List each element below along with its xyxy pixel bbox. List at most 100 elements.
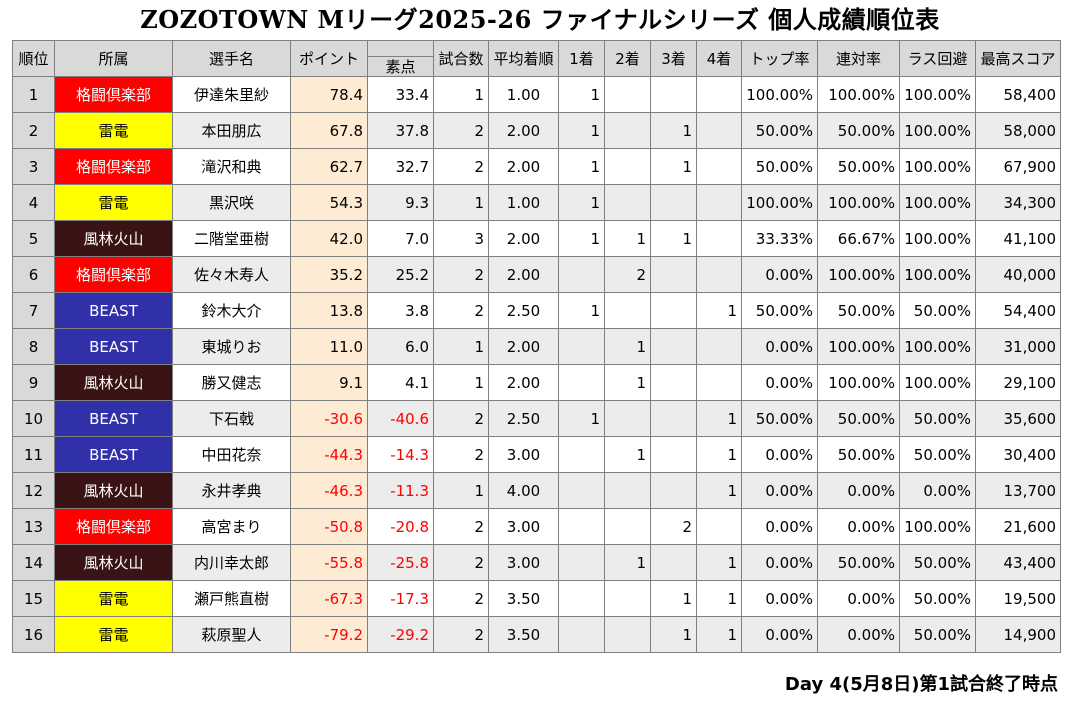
cell-last-avoid: 100.00% xyxy=(899,328,976,365)
cell-last-avoid: 0.00% xyxy=(899,472,976,509)
cell-games: 2 xyxy=(433,292,489,329)
header-top-rate: トップ率 xyxy=(741,40,818,77)
cell-points: 54.3 xyxy=(290,184,368,221)
cell-games: 2 xyxy=(433,508,489,545)
cell-third xyxy=(650,328,697,365)
cell-points: 62.7 xyxy=(290,148,368,185)
cell-high: 67,900 xyxy=(975,148,1061,185)
cell-high: 54,400 xyxy=(975,292,1061,329)
cell-points: 35.2 xyxy=(290,256,368,293)
cell-top-rate: 0.00% xyxy=(741,544,818,581)
cell-third xyxy=(650,472,697,509)
cell-rank: 7 xyxy=(12,292,55,329)
timestamp-note: Day 4(5月8日)第1試合終了時点 xyxy=(784,674,1058,695)
cell-rank: 16 xyxy=(12,616,55,653)
cell-rank: 9 xyxy=(12,364,55,401)
cell-player: 本田朋広 xyxy=(172,112,291,149)
table-row: 8 BEAST 東城りお 11.0 6.0 1 2.00 1 0.00% 100.00% 100.0… xyxy=(12,328,1061,365)
header-rank: 順位 xyxy=(12,40,55,77)
cell-last-avoid: 50.00% xyxy=(899,580,976,617)
cell-avg: 3.00 xyxy=(488,544,559,581)
header-games: 試合数 xyxy=(433,40,489,77)
cell-player: 高宮まり xyxy=(172,508,291,545)
cell-fourth xyxy=(696,112,742,149)
cell-games: 2 xyxy=(433,580,489,617)
cell-fourth xyxy=(696,364,742,401)
cell-rentai: 50.00% xyxy=(817,112,900,149)
cell-first: 1 xyxy=(558,184,605,221)
cell-last-avoid: 100.00% xyxy=(899,508,976,545)
cell-third: 1 xyxy=(650,220,697,257)
cell-rentai: 0.00% xyxy=(817,508,900,545)
cell-rentai: 100.00% xyxy=(817,76,900,113)
cell-raw: 37.8 xyxy=(367,112,434,149)
cell-avg: 3.00 xyxy=(488,508,559,545)
cell-top-rate: 100.00% xyxy=(741,184,818,221)
cell-team: BEAST xyxy=(54,436,173,473)
cell-rank: 1 xyxy=(12,76,55,113)
cell-player: 鈴木大介 xyxy=(172,292,291,329)
table-row: 2 雷電 本田朋広 67.8 37.8 2 2.00 1 1 50.00% 50.00% 100.00… xyxy=(12,112,1061,149)
cell-raw: -40.6 xyxy=(367,400,434,437)
cell-points: -50.8 xyxy=(290,508,368,545)
cell-points: -67.3 xyxy=(290,580,368,617)
table-row: 13 格闘倶楽部 高宮まり -50.8 -20.8 2 3.00 2 0.00% 0.00% 100… xyxy=(12,508,1061,545)
cell-high: 58,400 xyxy=(975,76,1061,113)
cell-avg: 3.00 xyxy=(488,436,559,473)
cell-last-avoid: 50.00% xyxy=(899,400,976,437)
table-row: 16 雷電 萩原聖人 -79.2 -29.2 2 3.50 1 1 0.00% 0.00% 50.00… xyxy=(12,616,1061,653)
table-row: 1 格闘倶楽部 伊達朱里紗 78.4 33.4 1 1.00 1 100.00% 100.00% 1… xyxy=(12,76,1061,113)
cell-second xyxy=(604,184,651,221)
cell-player: 佐々木寿人 xyxy=(172,256,291,293)
cell-rank: 15 xyxy=(12,580,55,617)
cell-team: 風林火山 xyxy=(54,472,173,509)
cell-player: 中田花奈 xyxy=(172,436,291,473)
cell-last-avoid: 50.00% xyxy=(899,544,976,581)
cell-points: -55.8 xyxy=(290,544,368,581)
header-high: 最高スコア xyxy=(975,40,1061,77)
cell-second: 1 xyxy=(604,328,651,365)
header-fourth: 4着 xyxy=(696,40,742,77)
cell-second xyxy=(604,508,651,545)
cell-first: 1 xyxy=(558,400,605,437)
cell-player: 内川幸太郎 xyxy=(172,544,291,581)
cell-points: 67.8 xyxy=(290,112,368,149)
cell-games: 1 xyxy=(433,76,489,113)
cell-avg: 2.00 xyxy=(488,328,559,365)
cell-fourth xyxy=(696,184,742,221)
cell-rank: 12 xyxy=(12,472,55,509)
cell-fourth xyxy=(696,76,742,113)
cell-third: 1 xyxy=(650,112,697,149)
cell-top-rate: 0.00% xyxy=(741,436,818,473)
cell-last-avoid: 50.00% xyxy=(899,616,976,653)
cell-first xyxy=(558,580,605,617)
cell-high: 31,000 xyxy=(975,328,1061,365)
cell-high: 58,000 xyxy=(975,112,1061,149)
cell-last-avoid: 50.00% xyxy=(899,436,976,473)
cell-third xyxy=(650,76,697,113)
cell-rank: 13 xyxy=(12,508,55,545)
cell-fourth: 1 xyxy=(696,400,742,437)
cell-avg: 3.50 xyxy=(488,580,559,617)
cell-first: 1 xyxy=(558,148,605,185)
cell-points: -79.2 xyxy=(290,616,368,653)
cell-team: 風林火山 xyxy=(54,544,173,581)
cell-rank: 8 xyxy=(12,328,55,365)
cell-high: 43,400 xyxy=(975,544,1061,581)
cell-player: 東城りお xyxy=(172,328,291,365)
cell-top-rate: 0.00% xyxy=(741,328,818,365)
cell-rank: 6 xyxy=(12,256,55,293)
cell-first xyxy=(558,616,605,653)
cell-player: 滝沢和典 xyxy=(172,148,291,185)
cell-fourth: 1 xyxy=(696,436,742,473)
cell-games: 2 xyxy=(433,616,489,653)
cell-high: 14,900 xyxy=(975,616,1061,653)
cell-second xyxy=(604,292,651,329)
header-second: 2着 xyxy=(604,40,651,77)
header-rentai: 連対率 xyxy=(817,40,900,77)
header-avg: 平均着順 xyxy=(488,40,559,77)
cell-first xyxy=(558,328,605,365)
cell-player: 永井孝典 xyxy=(172,472,291,509)
cell-rentai: 100.00% xyxy=(817,256,900,293)
cell-fourth: 1 xyxy=(696,472,742,509)
